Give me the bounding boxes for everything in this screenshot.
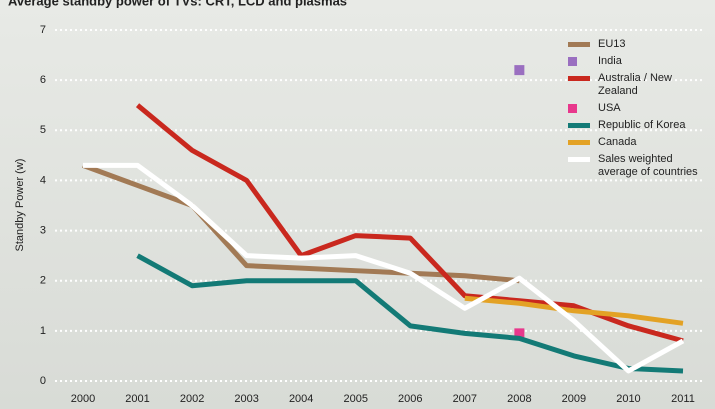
marker [514,328,525,339]
series-line [136,253,684,374]
x-tick-label: 2005 [343,393,367,405]
marker [514,65,525,76]
x-tick-label: 2001 [125,393,149,405]
series-line [83,162,685,374]
x-tick-label: 2008 [507,393,531,405]
legend-item: Canada [568,136,713,149]
chart-title: Average standby power of TVs: CRT, LCD a… [8,0,347,8]
y-tick-label: 7 [40,24,46,36]
y-tick-label: 2 [40,275,46,287]
legend-swatch [568,42,590,47]
y-tick-label: 3 [40,224,46,236]
x-tick-label: 2000 [71,393,95,405]
legend: EU13 India Australia / New Zealand USA Repub… [568,38,713,183]
y-tick-label: 6 [40,74,46,86]
legend-swatch [568,123,590,128]
legend-label: Republic of Korea [598,119,686,131]
legend-item: USA [568,102,713,115]
series-line [464,295,684,326]
y-tick-label: 1 [40,325,46,337]
legend-item: Australia / New Zealand [568,72,713,98]
y-tick-label: 0 [40,375,46,387]
legend-item: Republic of Korea [568,119,713,132]
legend-swatch [568,140,590,145]
y-tick-label: 5 [40,124,46,136]
legend-label: EU13 [598,38,626,50]
legend-label: Canada [598,136,637,148]
y-tick-label: 4 [40,174,46,186]
legend-label: USA [598,102,621,114]
x-tick-label: 2006 [398,393,422,405]
legend-swatch [568,157,590,162]
legend-item: EU13 [568,38,713,51]
x-tick-label: 2010 [616,393,640,405]
x-tick-label: 2009 [562,393,586,405]
x-tick-label: 2003 [234,393,258,405]
legend-item: Sales weighted average of countries [568,153,713,179]
legend-item: India [568,55,713,68]
x-tick-label: 2004 [289,393,313,405]
legend-swatch [568,76,590,81]
legend-label: India [598,55,622,67]
x-tick-label: 2011 [671,393,695,405]
legend-swatch [568,57,577,66]
x-tick-label: 2002 [180,393,204,405]
legend-swatch [568,104,577,113]
x-tick-label: 2007 [453,393,477,405]
legend-label: Sales weighted average of countries [598,153,698,178]
legend-label: Australia / New Zealand [598,72,672,97]
y-axis-label: Standby Power (w) [14,159,26,252]
